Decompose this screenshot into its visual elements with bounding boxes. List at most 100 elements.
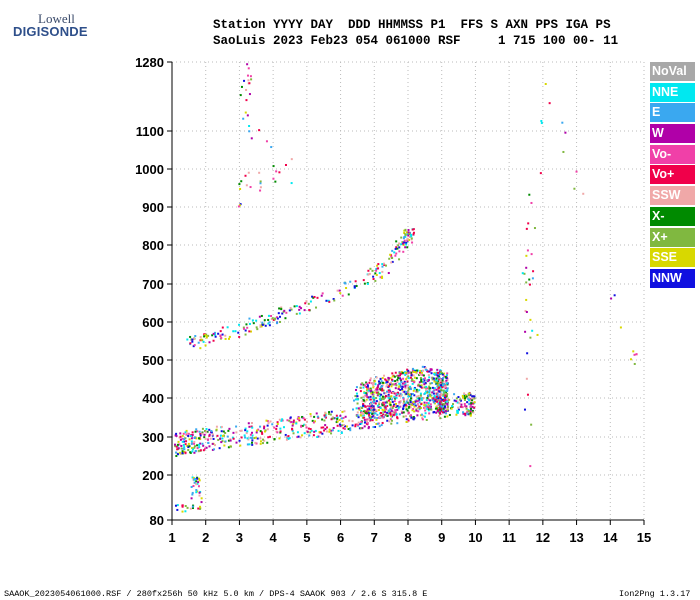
data-point (381, 395, 384, 398)
data-point (429, 387, 432, 390)
data-point (255, 442, 258, 445)
data-point (375, 268, 378, 271)
data-point (249, 186, 252, 189)
data-point (450, 407, 453, 410)
data-point (247, 79, 250, 82)
y-tick-label: 600 (142, 315, 164, 330)
data-point (387, 391, 390, 394)
data-point (424, 409, 427, 412)
data-point (395, 394, 398, 397)
data-point (187, 445, 190, 448)
data-point (381, 421, 384, 424)
data-point (367, 426, 370, 429)
data-point (182, 432, 185, 435)
data-point (374, 388, 377, 391)
data-point (400, 410, 403, 413)
data-point (270, 314, 273, 317)
data-point (208, 434, 211, 437)
data-point (405, 241, 408, 244)
data-point (413, 405, 416, 408)
data-point (356, 414, 359, 417)
legend-item-e: E (650, 103, 695, 123)
data-point (438, 383, 441, 386)
data-point (254, 441, 257, 444)
data-point (394, 413, 397, 416)
data-point (193, 481, 196, 484)
data-point (371, 410, 374, 413)
data-point (308, 434, 311, 437)
data-point (392, 391, 395, 394)
data-point (395, 393, 398, 396)
data-point (402, 396, 405, 399)
data-point (382, 413, 385, 416)
data-point (413, 381, 416, 384)
legend-item-sse: SSE (650, 248, 695, 268)
data-point (366, 385, 369, 388)
data-point (398, 372, 401, 375)
data-point (349, 427, 352, 430)
data-point (402, 415, 405, 418)
data-point (390, 378, 393, 381)
data-point (250, 330, 253, 333)
data-point (413, 417, 416, 420)
data-point (182, 443, 185, 446)
data-point (184, 443, 187, 446)
data-point (466, 401, 469, 404)
data-point (388, 402, 391, 405)
data-point (539, 172, 542, 175)
data-point (309, 428, 312, 431)
data-point (439, 404, 442, 407)
data-point (467, 397, 470, 400)
data-point (275, 170, 278, 173)
data-point (406, 398, 409, 401)
data-point (303, 423, 306, 426)
data-point (361, 382, 364, 385)
data-point (214, 335, 217, 338)
data-point (300, 307, 303, 310)
data-point (259, 430, 262, 433)
data-point (181, 510, 184, 513)
data-point (530, 423, 533, 426)
data-point (181, 504, 184, 507)
data-point (389, 377, 392, 380)
data-point (244, 329, 247, 332)
data-point (425, 401, 428, 404)
data-point (259, 189, 262, 192)
data-point (423, 377, 426, 380)
data-point (416, 414, 419, 417)
data-point (372, 400, 375, 403)
data-point (540, 120, 543, 123)
data-point (400, 236, 403, 239)
data-point (232, 431, 235, 434)
data-point (371, 412, 374, 415)
header-line1: Station YYYY DAY DDD HHMMSS P1 FFS S AXN… (213, 18, 611, 32)
data-point (291, 424, 294, 427)
data-point (324, 424, 327, 427)
x-tick-label: 8 (404, 530, 411, 545)
data-point (371, 269, 374, 272)
data-point (286, 437, 289, 440)
data-point (471, 410, 474, 413)
data-point (391, 379, 394, 382)
data-points (174, 63, 638, 513)
data-point (176, 448, 179, 451)
data-point (394, 402, 397, 405)
data-point (383, 402, 386, 405)
data-point (418, 401, 421, 404)
data-point (412, 407, 415, 410)
data-point (323, 415, 326, 418)
data-point (248, 82, 251, 85)
data-point (418, 397, 421, 400)
y-tick-label: 1100 (136, 124, 164, 139)
data-point (276, 421, 279, 424)
data-point (633, 353, 636, 356)
data-point (457, 406, 460, 409)
data-point (354, 423, 357, 426)
data-point (396, 378, 399, 381)
data-point (473, 401, 476, 404)
data-point (391, 400, 394, 403)
data-point (382, 389, 385, 392)
data-point (275, 427, 278, 430)
data-point (425, 398, 428, 401)
data-point (287, 435, 290, 438)
